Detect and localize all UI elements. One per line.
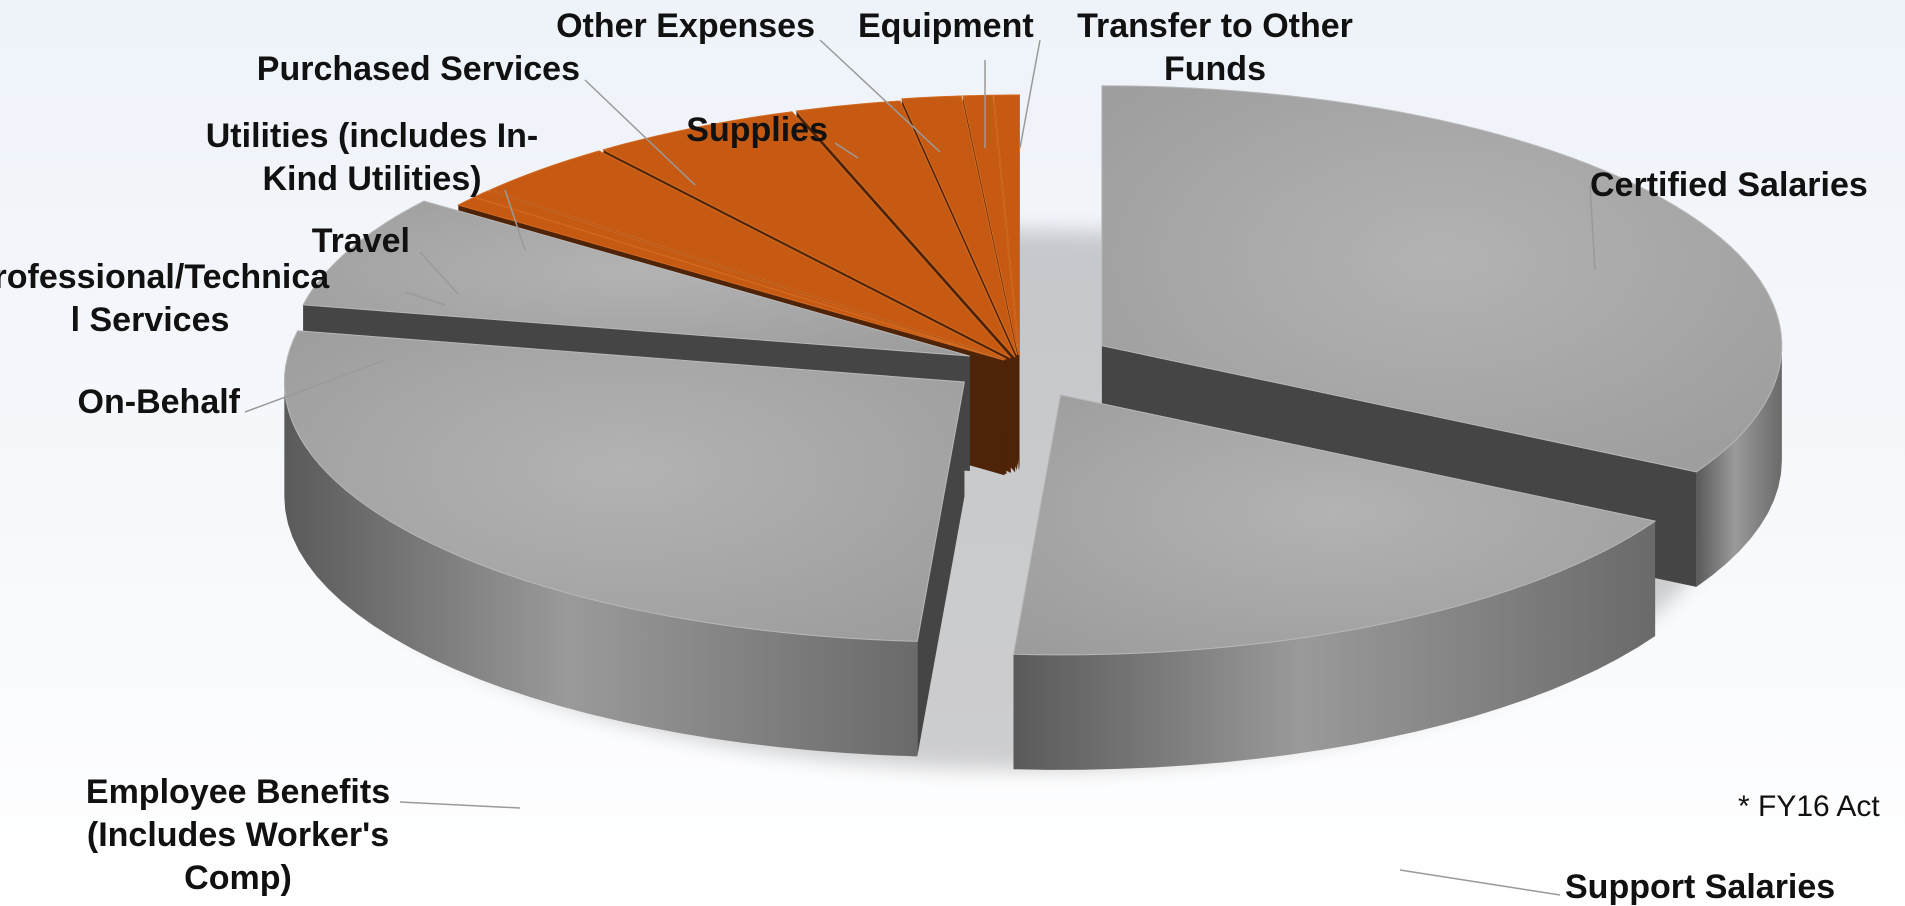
slice-label-other-expenses: Other Expenses: [556, 7, 815, 45]
slice-label-travel: Travel: [312, 222, 410, 260]
leader-line-employee-benefits-includes-worker-s-comp: [400, 802, 520, 808]
slice-label-purchased-services: Purchased Services: [257, 50, 580, 88]
slice-label-equipment: Equipment: [858, 7, 1034, 45]
slice-label-supplies: Supplies: [686, 111, 828, 149]
fiscal-year-note: * FY16 Act: [1738, 790, 1880, 824]
slice-label-support-salaries: Support Salaries: [1565, 868, 1835, 906]
slice-label-transfer-to-other-funds: Transfer to Other Funds: [1077, 7, 1353, 88]
slice-employee-benefits-includes-worker-s-comp: [284, 331, 964, 757]
leader-line-transfer-to-other-funds: [1020, 40, 1040, 148]
slice-label-utilities-includes-in-kind-utilities: Utilities (includes In-Kind Utilities): [206, 117, 538, 198]
slice-label-employee-benefits-includes-worker-s-comp: Employee Benefits (Includes Worker's Comp): [86, 773, 390, 897]
slice-label-professional-technical-services: Professional/Technica l Services: [0, 258, 330, 339]
slice-label-certified-salaries: Certified Salaries: [1590, 166, 1868, 204]
leader-line-support-salaries: [1400, 870, 1560, 895]
slice-label-on-behalf: On-Behalf: [78, 383, 241, 421]
